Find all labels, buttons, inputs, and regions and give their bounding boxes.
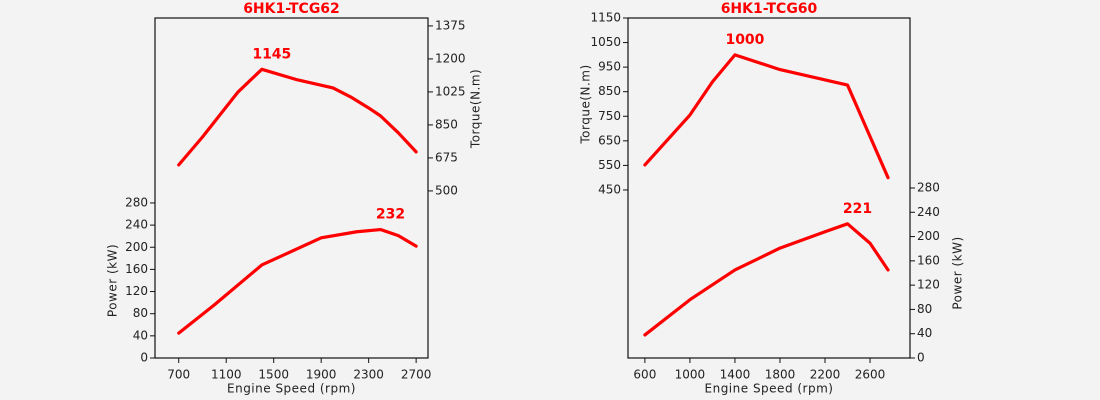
x-tick-label: 1800 bbox=[765, 368, 796, 382]
data-line bbox=[643, 222, 890, 337]
y-tick-label: 40 bbox=[917, 326, 932, 340]
annotation: 232 bbox=[376, 207, 405, 223]
y-tick-label: 1150 bbox=[590, 11, 621, 25]
x-tick-label: 1100 bbox=[211, 368, 242, 382]
y-tick-label: 200 bbox=[917, 229, 940, 243]
annotation: 221 bbox=[843, 201, 872, 217]
x-tick-label: 1500 bbox=[258, 368, 289, 382]
data-line bbox=[177, 227, 418, 335]
y-axis-label: Power (kW) bbox=[106, 244, 120, 317]
y-tick-label: 1025 bbox=[435, 84, 466, 98]
y-axis-label: Torque(N.m) bbox=[469, 69, 483, 149]
y-tick-label: 240 bbox=[125, 218, 148, 232]
y-tick-label: 450 bbox=[598, 182, 621, 196]
y-tick-label: 120 bbox=[125, 284, 148, 298]
y-tick-label: 850 bbox=[598, 84, 621, 98]
y-tick-label: 280 bbox=[125, 195, 148, 209]
y-tick-label: 650 bbox=[598, 133, 621, 147]
x-tick-label: 1000 bbox=[675, 368, 706, 382]
x-tick-label: 1900 bbox=[306, 368, 337, 382]
x-tick-label: 2200 bbox=[810, 368, 841, 382]
chart-title: 6HK1-TCG62 bbox=[243, 1, 340, 17]
data-line bbox=[177, 67, 418, 167]
plot-frame bbox=[627, 17, 911, 359]
y-tick-label: 80 bbox=[917, 302, 932, 316]
y-tick-label: 280 bbox=[917, 181, 940, 195]
y-axis-label: Torque(N.m) bbox=[579, 64, 593, 144]
annotation: 1145 bbox=[252, 46, 291, 62]
y-tick-label: 160 bbox=[917, 253, 940, 267]
chart-title: 6HK1-TCG60 bbox=[721, 1, 818, 17]
y-tick-label: 40 bbox=[133, 328, 148, 342]
y-tick-label: 0 bbox=[140, 351, 148, 365]
y-tick-label: 550 bbox=[598, 158, 621, 172]
x-tick-label: 600 bbox=[633, 368, 656, 382]
x-tick-label: 2600 bbox=[855, 368, 886, 382]
x-tick-label: 2700 bbox=[401, 368, 432, 382]
y-tick-label: 750 bbox=[598, 109, 621, 123]
x-axis-label: Engine Speed (rpm) bbox=[705, 382, 834, 396]
x-tick-label: 1400 bbox=[720, 368, 751, 382]
y-tick-label: 950 bbox=[598, 60, 621, 74]
annotation: 1000 bbox=[725, 32, 764, 48]
data-line bbox=[643, 53, 890, 180]
y-tick-label: 1375 bbox=[435, 18, 466, 32]
y-tick-label: 500 bbox=[435, 183, 458, 197]
x-axis-label: Engine Speed (rpm) bbox=[227, 382, 356, 396]
y-tick-label: 80 bbox=[133, 306, 148, 320]
y-tick-label: 675 bbox=[435, 150, 458, 164]
x-tick-label: 700 bbox=[167, 368, 190, 382]
y-tick-label: 200 bbox=[125, 240, 148, 254]
y-tick-label: 1200 bbox=[435, 51, 466, 65]
y-tick-label: 850 bbox=[435, 117, 458, 131]
y-tick-label: 240 bbox=[917, 205, 940, 219]
y-tick-label: 0 bbox=[917, 351, 925, 365]
y-axis-label: Power (kW) bbox=[951, 236, 965, 309]
y-tick-label: 160 bbox=[125, 262, 148, 276]
plot-frame bbox=[154, 17, 429, 359]
x-tick-label: 2300 bbox=[353, 368, 384, 382]
y-tick-label: 120 bbox=[917, 278, 940, 292]
y-tick-label: 1050 bbox=[590, 35, 621, 49]
